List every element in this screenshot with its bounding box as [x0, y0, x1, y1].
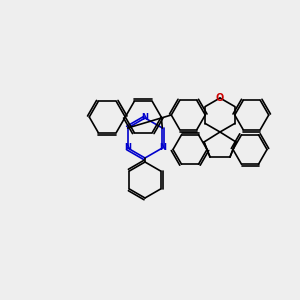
Text: N: N [142, 113, 148, 122]
Text: O: O [216, 93, 224, 103]
Text: N: N [124, 143, 131, 152]
Text: N: N [159, 143, 166, 152]
